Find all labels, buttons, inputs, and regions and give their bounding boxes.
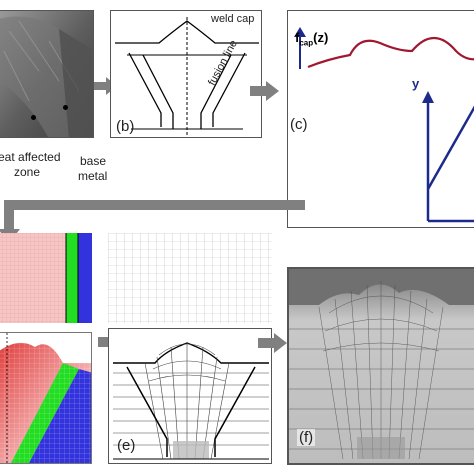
base-label-line1: base: [80, 154, 107, 168]
fcap-main: f: [295, 30, 300, 45]
panel-b-weld-geometry: [110, 10, 262, 138]
fcap-arg: (z): [313, 30, 329, 45]
panel-f-label: (f): [297, 429, 316, 446]
panel-f-mesh-overlay: [287, 267, 474, 465]
panel-e-deformed-mesh: [108, 328, 272, 464]
panel-c-label: (c): [290, 116, 308, 133]
y-axis-label: y: [412, 76, 420, 91]
panel-a-micrograph: [0, 10, 94, 138]
base-label-line2: metal: [78, 169, 108, 183]
fcap-sub: cap: [299, 38, 314, 48]
panel-e-regular-grid: [108, 233, 272, 323]
haz-marker-dot: [31, 115, 36, 120]
regular-grid-drawing: [108, 233, 272, 323]
panel-c-cap-function: [287, 10, 474, 228]
fcap-label: fcap(z): [295, 30, 328, 48]
panel-d-mapped-haz: [0, 332, 92, 464]
panel-e-label: (e): [117, 437, 136, 454]
panel-d-haz-bands: [0, 233, 92, 323]
arrow-c-to-d: [0, 200, 305, 243]
micrograph-image: [0, 11, 93, 137]
haz-bands-drawing: [0, 233, 92, 323]
arrow-b-to-c: [250, 81, 279, 101]
haz-label-line1: eat affected: [0, 150, 61, 164]
weld-cap-label: weld cap: [211, 13, 255, 25]
haz-label-line2: zone: [14, 165, 41, 179]
mapped-haz-drawing: [0, 333, 91, 463]
deformed-mesh-drawing: [113, 342, 269, 460]
base-metal-marker-dot: [63, 105, 68, 110]
mesh-overlay-drawing: [289, 269, 474, 463]
arrow-e-to-f: [258, 333, 287, 353]
cap-function-plot: [294, 27, 474, 223]
weld-geometry-drawing: [115, 17, 259, 135]
panel-b-label: (b): [116, 118, 135, 135]
